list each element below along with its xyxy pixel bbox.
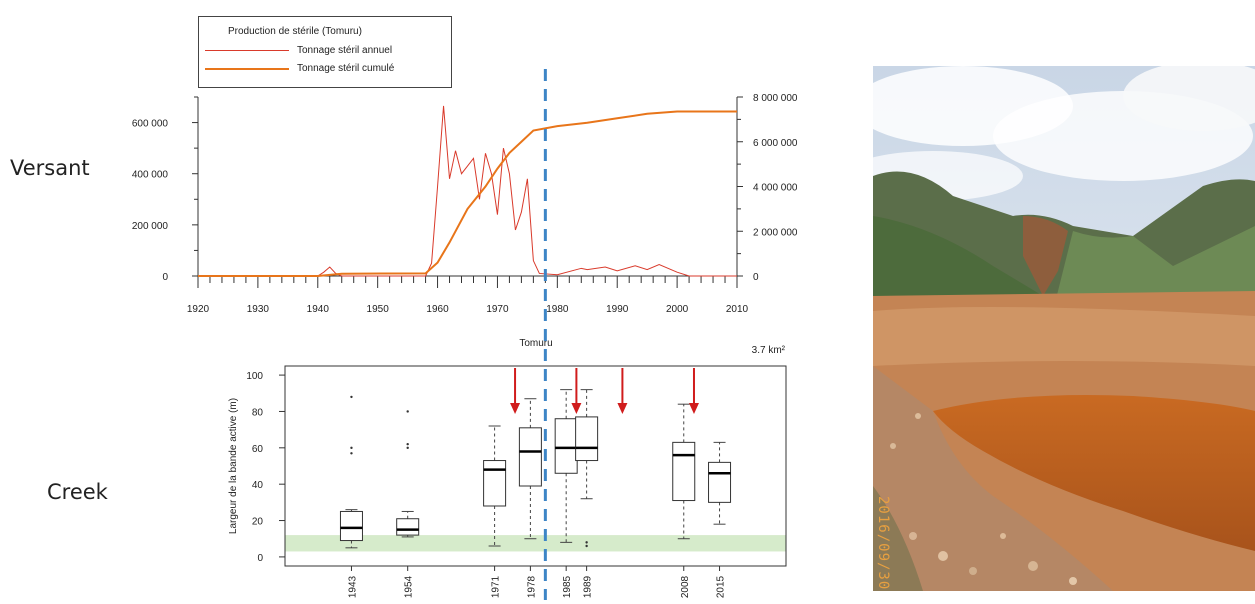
box-outlier [350,446,353,450]
y-left-tick-label: 600 000 [132,119,169,130]
x-tick-label: 1970 [486,304,509,315]
box-x-tick-label: 1943 [347,575,358,598]
box-y-tick-label: 100 [246,371,263,382]
y-right-tick-label: 4 000 000 [753,183,798,194]
legend-entry-cumulative: Tonnage stéril cumulé [205,63,394,74]
box-x-tick-label: 1954 [404,575,415,598]
series-line-annual [198,105,737,277]
y-right-tick-label: 2 000 000 [753,227,798,238]
x-tick-label: 2000 [666,304,689,315]
line-chart-legend: Production de stérile (Tomuru) Tonnage s… [198,16,452,88]
box-outlier [406,442,409,446]
box-y-tick-label: 20 [252,517,264,528]
x-tick-label: 1930 [247,304,270,315]
box-body [708,461,732,503]
y-right-tick-label: 8 000 000 [753,93,798,104]
box-outlier [350,452,353,455]
x-tick-label: 1990 [606,304,629,315]
box-y-tick-label: 80 [252,407,264,418]
box-outlier [406,410,409,413]
legend-label-cumulative: Tonnage stéril cumulé [297,63,395,74]
site-photo: 2016/09/30 [873,66,1255,591]
box-y-tick-label: 40 [252,480,264,491]
x-tick-label: 1940 [307,304,330,315]
box-outlier [585,541,588,544]
box-plot-title: Tomuru [519,338,552,349]
x-tick-label: 1920 [187,304,210,315]
box-x-tick-label: 1989 [583,575,594,598]
legend-label-annual: Tonnage stéril annuel [297,45,393,56]
box-x-tick-label: 1971 [491,575,502,598]
creek-label: Creek [47,480,108,504]
box-x-tick-label: 1985 [562,575,573,598]
box-y-tick-label: 60 [252,444,264,455]
box-body [672,441,696,502]
box-outlier [350,395,353,399]
versant-label: Versant [10,156,90,180]
box-y-axis-label: Largeur de la bande active (m) [228,398,239,534]
box-plot-frame [284,365,787,567]
box-x-tick-label: 2008 [680,575,691,598]
intervention-arrow-head [688,403,699,414]
box-outlier [406,446,409,450]
y-right-tick-label: 0 [753,272,759,283]
box-outlier [585,544,588,548]
legend-title: Production de stérile (Tomuru) [228,26,362,37]
box-x-tick-label: 1978 [526,575,537,598]
y-right-tick-label: 6 000 000 [753,138,798,149]
legend-entry-annual: Tonnage stéril annuel [205,45,392,56]
x-tick-label: 1980 [546,304,569,315]
box-body [554,418,578,474]
box-body [339,510,363,542]
box-body [518,427,542,487]
photo-date-stamp: 2016/09/30 [875,496,891,591]
x-tick-label: 1960 [426,304,449,315]
y-left-tick-label: 200 000 [132,221,169,232]
box-x-tick-label: 2015 [716,575,727,598]
box-body [396,518,420,536]
box-y-tick-label: 0 [257,553,263,564]
box-body [483,460,507,507]
legend-swatch-annual [205,50,289,51]
intervention-arrow-head [617,403,628,414]
box-plot-annotation: 3.7 km² [752,345,786,356]
box-body [575,416,599,462]
x-tick-label: 1950 [367,304,390,315]
x-tick-label: 2010 [726,304,749,315]
y-left-tick-label: 0 [162,272,168,283]
reference-band [285,535,786,552]
intervention-arrow-head [510,403,521,414]
intervention-arrow-head [571,403,582,414]
legend-swatch-cumulative [205,67,289,70]
series-line-cumulative [198,110,737,277]
y-left-tick-label: 400 000 [132,170,169,181]
site-photo-drawing [873,66,1255,591]
